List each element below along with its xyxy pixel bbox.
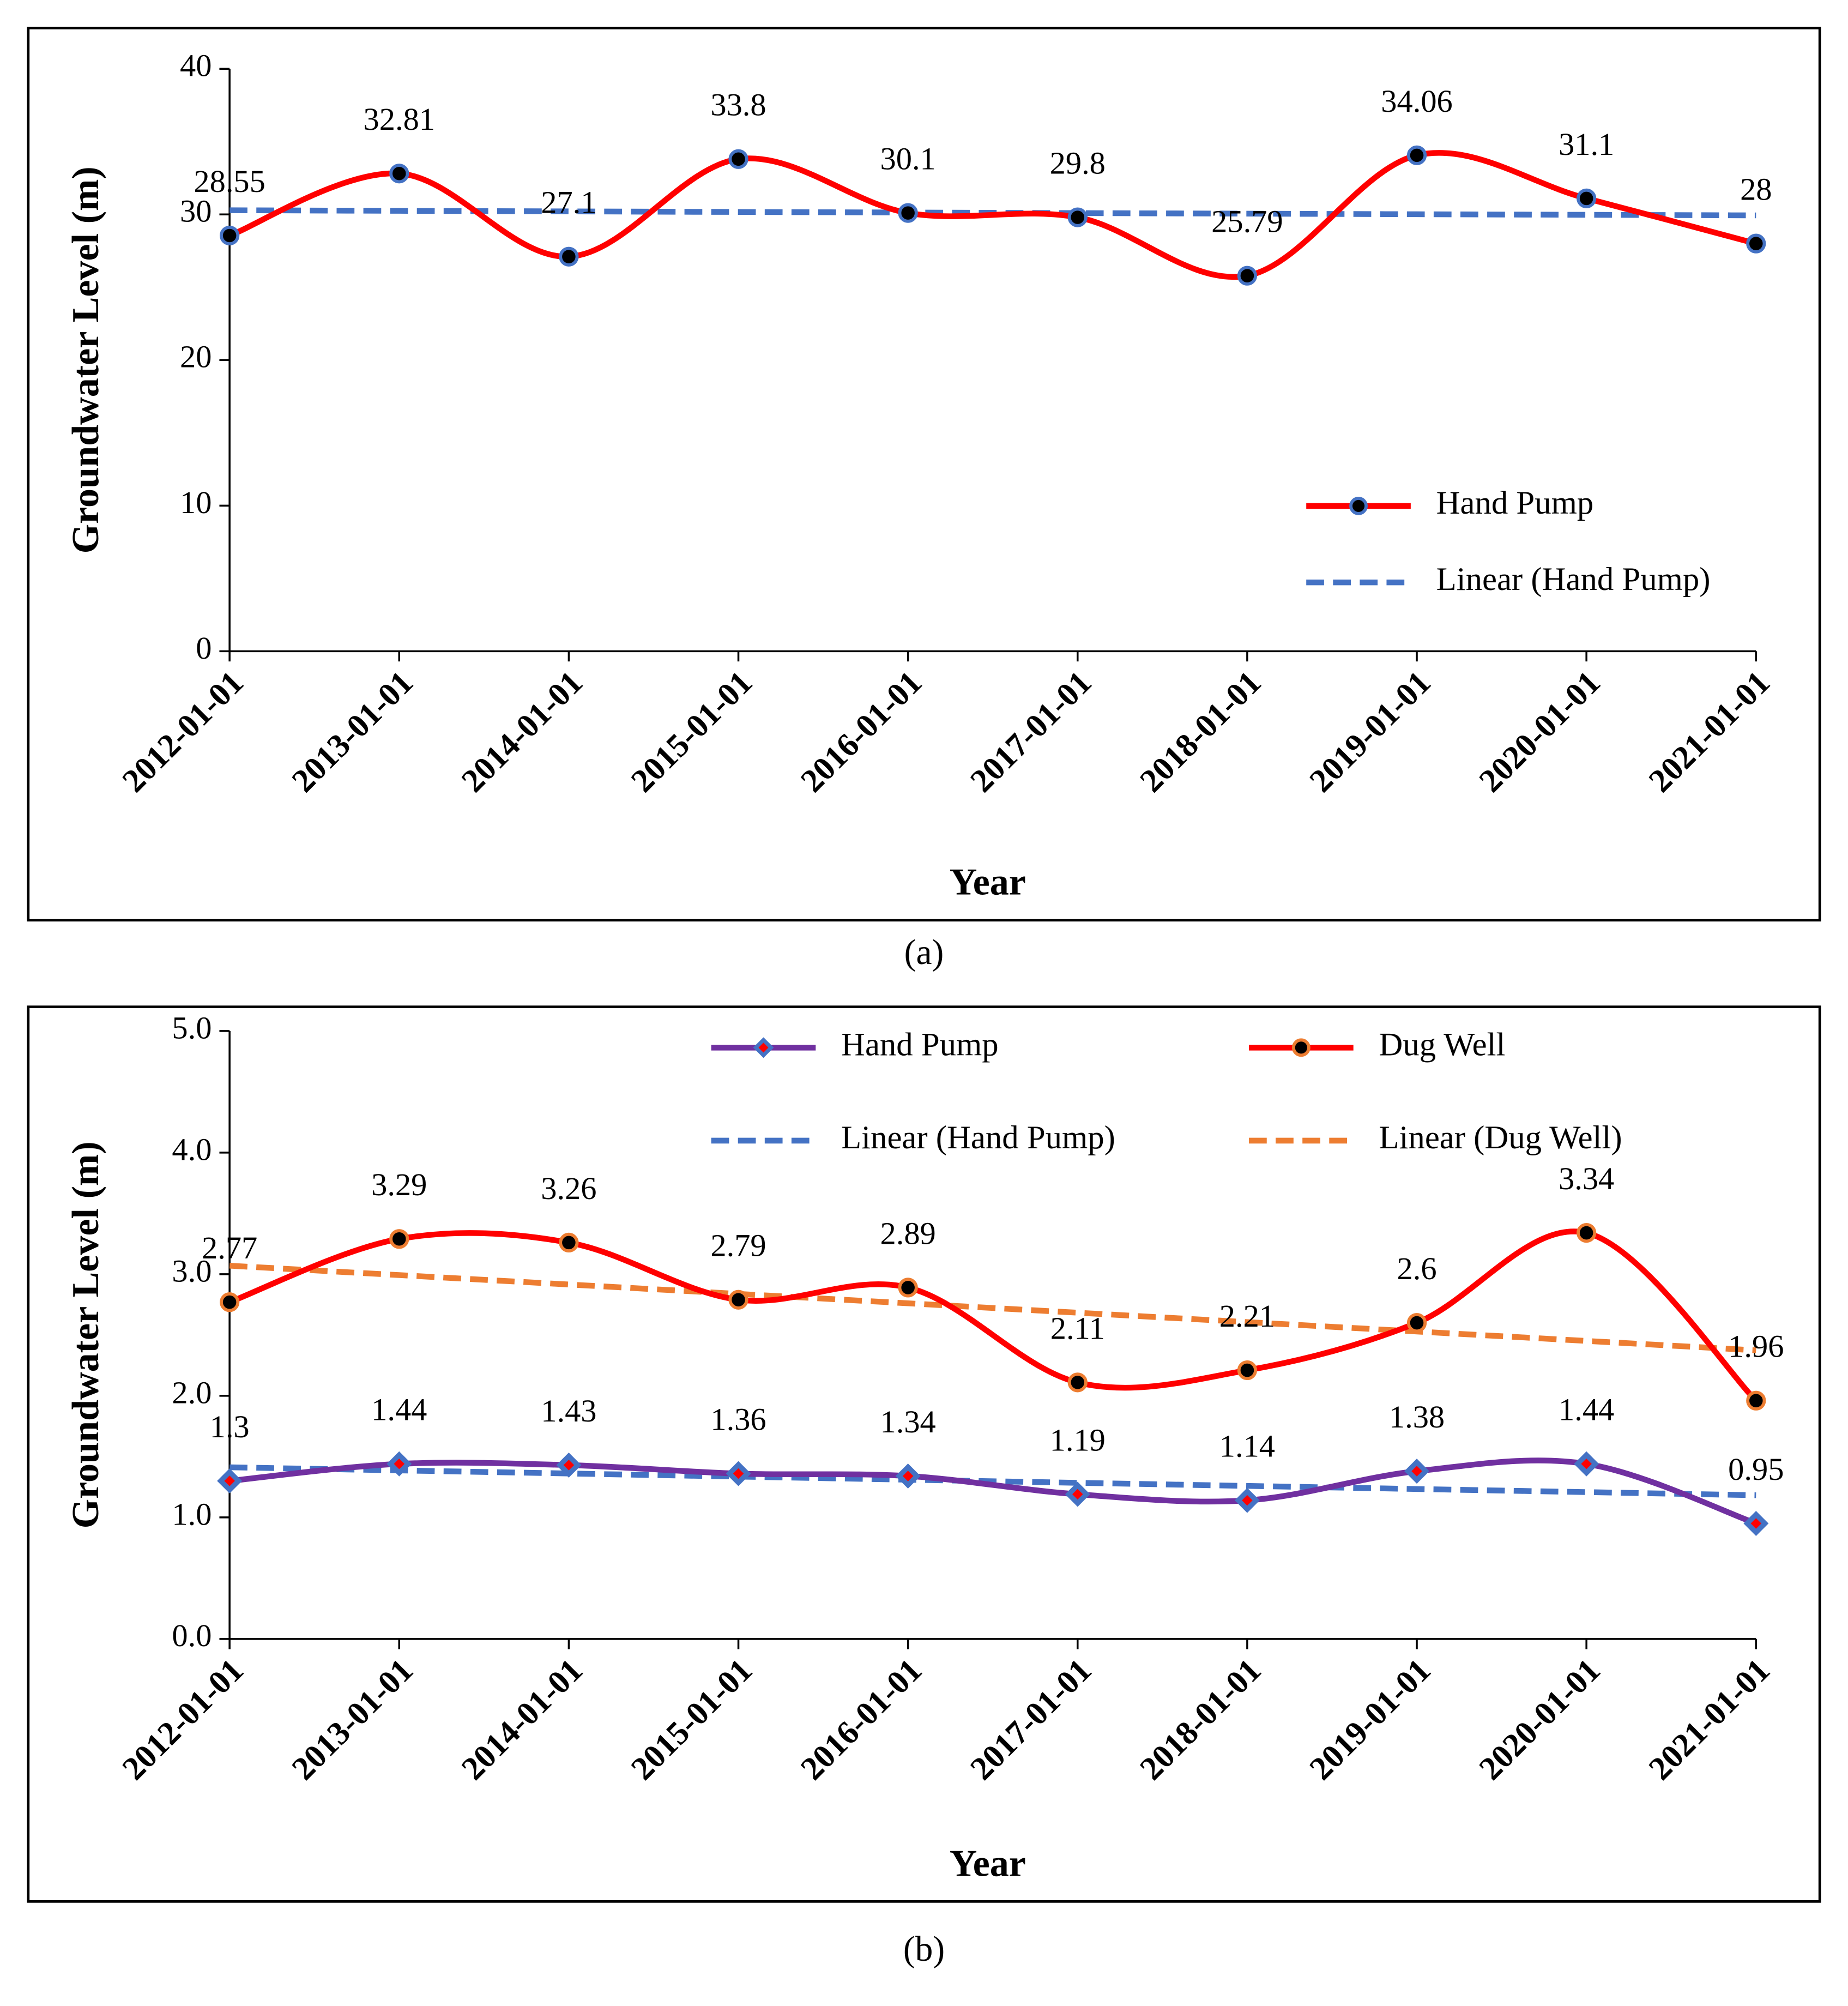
data-point [726,1461,751,1486]
data-point [1067,1372,1088,1393]
x-axis-title: Year [950,1842,1026,1884]
trend-line [229,1263,1756,1353]
legend-marker [1291,1038,1310,1057]
data-point [1065,1481,1090,1507]
data-label: 28 [1740,172,1772,207]
data-label: 31.1 [1559,126,1614,162]
y-tick-label: 2.0 [172,1375,212,1410]
data-label: 1.96 [1728,1329,1784,1364]
legend-label: Dug Well [1379,1026,1505,1063]
legend-label: Linear (Hand Pump) [841,1119,1115,1156]
y-tick-label: 30 [180,194,212,229]
data-point [389,1229,409,1249]
data-point [1746,233,1766,254]
data-label: 1.44 [371,1392,427,1427]
data-label: 2.6 [1397,1251,1437,1286]
data-label: 33.8 [710,87,766,123]
y-tick-label: 40 [180,48,212,83]
y-tick-label: 4.0 [172,1131,212,1167]
data-label: 1.3 [210,1409,250,1444]
series-line [229,1457,1758,1526]
data-point [559,246,579,267]
data-point [895,1463,921,1489]
data-label: 28.55 [194,164,265,199]
legend-label: Hand Pump [841,1026,999,1063]
data-point [1406,145,1427,165]
y-tick-label: 10 [180,485,212,520]
data-label: 1.38 [1389,1399,1445,1435]
data-point [1577,188,1597,209]
y-axis-title: Groundwater Level (m) [65,166,107,553]
data-point [1406,1312,1427,1333]
data-point [217,1468,243,1493]
data-point [728,1290,748,1310]
y-tick-label: 3.0 [172,1253,212,1288]
data-point [1577,1222,1597,1243]
caption: (b) [903,1930,945,1969]
y-tick-label: 1.0 [172,1496,212,1532]
data-point [556,1453,582,1478]
data-label: 2.89 [880,1215,936,1251]
data-label: 1.19 [1050,1422,1106,1457]
series-line [228,1228,1758,1403]
data-label: 2.77 [202,1230,257,1266]
data-point [1067,207,1088,227]
legend-marker [753,1037,774,1058]
data-point [1574,1451,1599,1477]
data-point [1234,1487,1260,1513]
data-point [1743,1511,1769,1536]
data-label: 1.43 [541,1393,596,1429]
caption: (a) [904,933,944,972]
chart-frame [27,1005,1821,1903]
data-label: 32.81 [364,101,435,137]
data-label: 1.44 [1559,1392,1614,1427]
data-label: 3.29 [371,1167,427,1202]
y-tick-label: 0 [196,630,212,666]
data-label: 1.34 [880,1404,936,1439]
y-tick-label: 20 [180,339,212,375]
legend-marker [1349,496,1368,515]
data-point [386,1451,412,1477]
data-point [898,203,918,223]
data-label: 27.1 [541,185,596,220]
legend-label: Hand Pump [1436,485,1594,521]
legend-label: Linear (Hand Pump) [1436,561,1711,598]
data-point [1404,1459,1430,1484]
series-line [228,150,1757,280]
data-label: 2.21 [1219,1298,1275,1334]
data-point [220,225,240,246]
data-point [559,1232,579,1253]
chart-frame [27,27,1821,921]
data-label: 2.79 [710,1228,766,1263]
data-point [1237,1360,1258,1381]
data-label: 3.34 [1559,1161,1614,1196]
data-label: 3.26 [541,1171,596,1206]
y-axis-title: Groundwater Level (m) [65,1141,107,1528]
y-tick-label: 0.0 [172,1618,212,1653]
legend-label: Linear (Dug Well) [1379,1119,1622,1156]
data-point [728,149,748,169]
data-label: 0.95 [1728,1451,1784,1487]
data-label: 25.79 [1211,204,1283,239]
data-label: 34.06 [1381,83,1452,119]
trend-line [230,1464,1756,1498]
data-label: 2.11 [1050,1310,1105,1346]
data-label: 1.36 [710,1401,766,1437]
data-label: 29.8 [1050,146,1106,181]
x-axis-title: Year [950,862,1026,903]
y-tick-label: 5.0 [172,1010,212,1045]
data-point [220,1292,240,1312]
data-point [898,1278,918,1298]
data-point [389,164,409,184]
data-point [1237,266,1258,286]
data-label: 30.1 [880,141,936,177]
data-label: 1.14 [1219,1429,1275,1464]
data-point [1746,1390,1766,1411]
